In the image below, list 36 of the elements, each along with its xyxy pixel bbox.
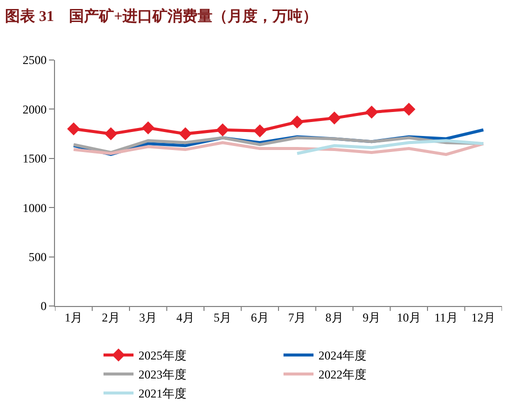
chart-title: 图表 31 国产矿+进口矿消费量（月度，万吨） (5, 7, 318, 25)
x-tick-label: 1月 (64, 310, 83, 324)
x-tick-label: 7月 (288, 310, 306, 324)
point (67, 122, 80, 136)
legend-label: 2025年度 (138, 348, 186, 363)
point (365, 106, 378, 119)
point (290, 115, 304, 128)
y-tick-label: 500 (28, 250, 47, 264)
x-tick-label: 6月 (250, 310, 269, 324)
legend-label: 2024年度 (318, 348, 366, 363)
y-tick-label: 2000 (22, 102, 47, 116)
x-tick-label: 3月 (139, 310, 158, 324)
x-tick-label: 12月 (471, 310, 496, 324)
point (142, 121, 155, 134)
point (178, 127, 192, 140)
x-tick-label: 9月 (362, 310, 381, 324)
point (104, 127, 118, 140)
x-tick-label: 4月 (176, 310, 194, 324)
x-tick-label: 10月 (396, 310, 421, 324)
y-tick-label: 2500 (22, 53, 47, 68)
line-series (296, 139, 485, 155)
point (328, 112, 341, 125)
x-tick-label: 11月 (434, 310, 458, 324)
y-tick-label: 1500 (22, 152, 47, 166)
x-tick-label: 8月 (325, 310, 344, 324)
point (253, 124, 266, 138)
legend-label: 2022年度 (318, 368, 366, 382)
line-series (72, 141, 485, 156)
y-tick-label: 0 (40, 299, 47, 314)
y-tick-label: 1000 (22, 200, 47, 215)
legend-label: 2023年度 (138, 368, 186, 382)
x-tick-label: 2月 (102, 310, 120, 324)
point (216, 123, 230, 136)
legend-label: 2021年度 (138, 386, 186, 401)
x-tick-label: 5月 (214, 310, 232, 324)
point (402, 102, 416, 116)
